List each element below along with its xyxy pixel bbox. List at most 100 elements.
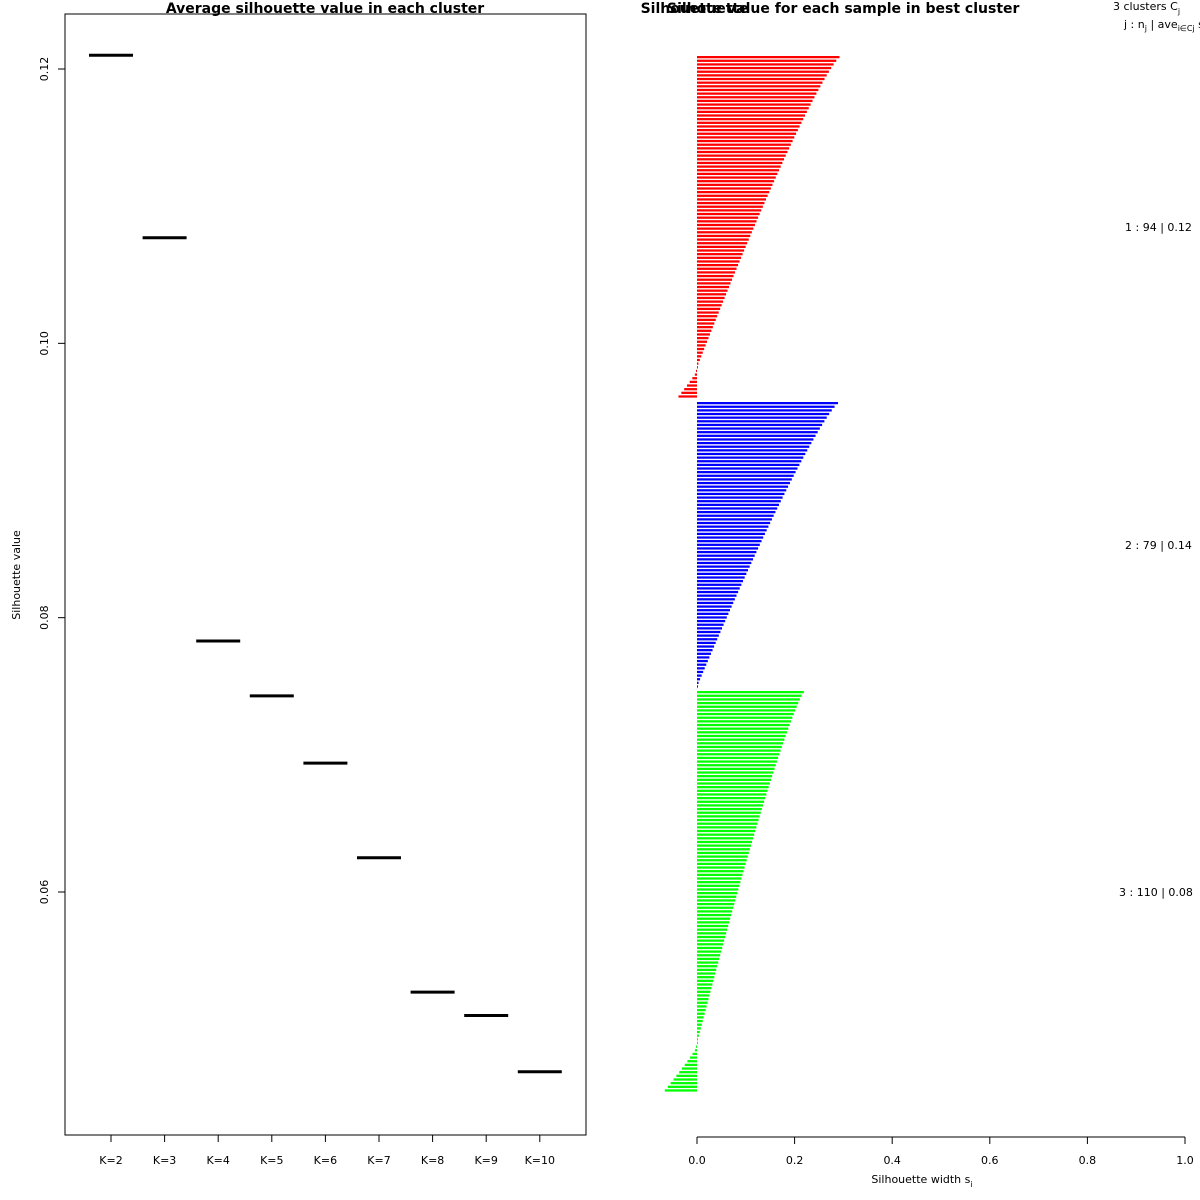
cluster-1-sample-bar — [697, 125, 800, 128]
cluster-2-sample-bar — [697, 481, 790, 485]
left-chart-title: Average silhouette value in each cluster — [166, 1, 484, 17]
cluster-3-sample-bar — [697, 935, 726, 939]
cluster-3-sample-bar — [697, 987, 712, 990]
cluster-1-sample-bar — [697, 121, 802, 124]
cluster-1-sample-bar — [692, 377, 697, 380]
cluster-2-sample-bar — [697, 427, 820, 430]
cluster-2-sample-bar — [697, 667, 705, 670]
cluster-2-sample-bar — [697, 402, 839, 405]
cluster-1-sample-bar — [697, 333, 710, 336]
cluster-3-sample-bar — [697, 786, 769, 789]
cluster-2-sample-bar — [697, 478, 792, 481]
cluster-3-sample-bar — [697, 1027, 701, 1030]
cluster-2-sample-bar — [697, 536, 764, 539]
cluster-1-sample-bar — [697, 340, 708, 343]
cluster-3-sample-bar — [697, 815, 760, 818]
cluster-2-sample-bar — [697, 416, 827, 419]
cluster-1-sample-bar — [697, 274, 734, 278]
cluster-1-sample-bar — [697, 172, 778, 176]
cluster-1-sample-bar — [697, 285, 730, 289]
cluster-3-sample-bar — [697, 749, 781, 752]
left-y-axis: 0.06 0.08 0.10 0.12 — [38, 57, 65, 904]
cluster-2-sample-bar — [697, 580, 744, 583]
cluster-3-sample-bar — [697, 731, 787, 734]
cluster-2-sample-bar — [697, 445, 810, 448]
cluster-1-sample-bar — [697, 139, 793, 143]
cluster-3-sample-bar — [697, 888, 739, 891]
cluster-1-sample-bar — [697, 242, 748, 245]
cluster-1-sample-bar — [697, 88, 819, 92]
cluster-1-sample-bar — [696, 369, 697, 373]
cluster-3-sample-bar — [697, 1016, 704, 1019]
cluster-2-sample-bar — [697, 656, 710, 659]
cluster-1-sample-bar — [697, 238, 749, 241]
cluster-3-sample-bar — [697, 778, 771, 781]
cluster-2-sample-bar — [697, 612, 729, 615]
cluster-3-sample-bar — [697, 939, 725, 942]
cluster-3-sample-bar — [697, 884, 740, 887]
cluster-1-sample-bar — [697, 201, 765, 205]
cluster-1-sample-bar — [697, 183, 773, 186]
right-x-tick-label: 0.6 — [981, 1154, 999, 1167]
cluster-3-sample-bar — [697, 1008, 706, 1012]
cluster-3-sample-bar — [697, 1001, 708, 1004]
cluster-1-sample-bar — [697, 271, 736, 274]
cluster-3-sample-bar — [697, 829, 756, 833]
cluster-3-sample-bar — [697, 881, 741, 884]
cluster-1-sample-bar — [697, 355, 702, 358]
cluster-2-sample-bar — [697, 674, 702, 677]
cluster-2-sample-bar — [697, 649, 713, 652]
cluster-3-sample-bar — [697, 796, 766, 800]
cluster-1-sample-bar — [697, 216, 759, 219]
legend-column-header: j : nj | avei∈Cj s — [1123, 18, 1200, 33]
cluster-3-sample-bar — [697, 979, 714, 982]
cluster-3-sample-bar — [697, 818, 759, 822]
cluster-1-sample-bar — [697, 220, 757, 223]
left-x-tick-label: K=4 — [206, 1154, 229, 1167]
cluster-3-sample-bar — [697, 946, 723, 950]
cluster-1-sample-bar — [697, 307, 721, 311]
cluster-3-sample-bar — [697, 968, 717, 972]
cluster-3-sample-bar — [664, 1089, 697, 1092]
cluster-1-sample-bar — [697, 249, 745, 252]
cluster-2-sample-bar — [697, 532, 765, 536]
cluster-2-sample-bar — [697, 554, 755, 557]
cluster-2-sample-bar — [697, 521, 771, 525]
cluster-1-sample-bar — [697, 143, 791, 146]
cluster-1-sample-bar — [697, 209, 762, 212]
cluster-1-sample-bar — [697, 318, 716, 321]
cluster-1-label: 1 : 94 | 0.12 — [1125, 221, 1192, 234]
cluster-2-sample-bar — [697, 434, 816, 437]
cluster-2-sample-bar — [697, 431, 818, 434]
cluster-3-sample-bar — [697, 965, 718, 968]
cluster-1-sample-bar — [697, 56, 840, 59]
cluster-3-sample-bar — [697, 1034, 699, 1037]
cluster-2-sample-bar — [697, 587, 740, 590]
cluster-2-sample-bar — [697, 529, 767, 532]
cluster-3-sample-bar — [697, 720, 791, 723]
cluster-2-sample-bar — [697, 438, 814, 441]
cluster-1-sample-bar — [697, 260, 740, 263]
cluster-2-sample-bar — [697, 572, 747, 575]
cluster-3-sample-bar — [697, 990, 711, 993]
cluster-1-sample-bar — [697, 154, 786, 157]
cluster-1-sample-bar — [697, 77, 825, 81]
cluster-1-sample-bar — [697, 300, 724, 303]
cluster-1-sample-bar — [678, 395, 697, 398]
cluster-1-sample-bar — [697, 234, 751, 238]
cluster-1-sample-bar — [697, 263, 739, 267]
cluster-2-sample-bar — [697, 605, 732, 608]
cluster-3-sample-bar — [697, 994, 710, 997]
cluster-2-sample-bar — [697, 514, 774, 517]
cluster-3-sample-bar — [697, 855, 748, 858]
cluster-2-sample-bar — [697, 569, 749, 572]
cluster-3-sample-bar — [697, 899, 736, 902]
cluster-2-sample-bar — [697, 510, 776, 514]
cluster-2-sample-bar — [697, 619, 726, 623]
cluster-1-sample-bar — [697, 351, 703, 354]
left-x-tick-label: K=5 — [260, 1154, 283, 1167]
cluster-1-sample-bar — [697, 315, 718, 318]
cluster-3-sample-bar — [697, 698, 800, 701]
cluster-1-sample-bar — [697, 253, 743, 256]
